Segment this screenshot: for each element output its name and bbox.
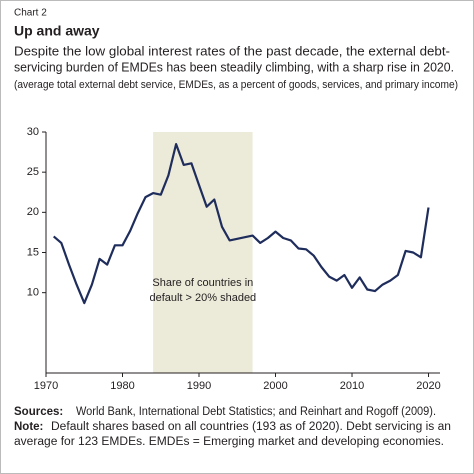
- subtitle: Despite the low global interest rates of…: [14, 43, 450, 58]
- x-tick-label: 1970: [34, 380, 58, 392]
- annotation: default > 20% shaded: [149, 292, 256, 304]
- y-tick-label: 15: [27, 246, 39, 258]
- note: average for 123 EMDEs. EMDEs = Emerging …: [14, 436, 444, 448]
- note-label: Note:: [14, 421, 43, 433]
- sources-label: Sources:: [14, 406, 63, 418]
- data-line: [52, 143, 430, 305]
- chart-label: Chart 2: [14, 8, 47, 19]
- x-tick-label: 2000: [263, 380, 287, 392]
- y-tick-label: 20: [27, 206, 39, 218]
- annotation: Share of countries in: [152, 277, 253, 289]
- sources: World Bank, International Debt Statistic…: [76, 406, 436, 418]
- shaded-period: [153, 132, 253, 373]
- x-tick-label: 1980: [110, 380, 134, 392]
- y-tick-label: 30: [27, 126, 39, 138]
- subtitle: servicing burden of EMDEs has been stead…: [14, 59, 454, 74]
- y-tick-label: 10: [27, 287, 39, 299]
- note: Default shares based on all countries (1…: [51, 421, 451, 433]
- x-tick-label: 1990: [187, 380, 211, 392]
- chart-title: Up and away: [14, 23, 100, 39]
- units-note: (average total external debt service, EM…: [14, 79, 458, 91]
- x-tick-label: 2020: [416, 380, 440, 392]
- y-tick-label: 25: [27, 166, 39, 178]
- x-tick-label: 2010: [340, 380, 364, 392]
